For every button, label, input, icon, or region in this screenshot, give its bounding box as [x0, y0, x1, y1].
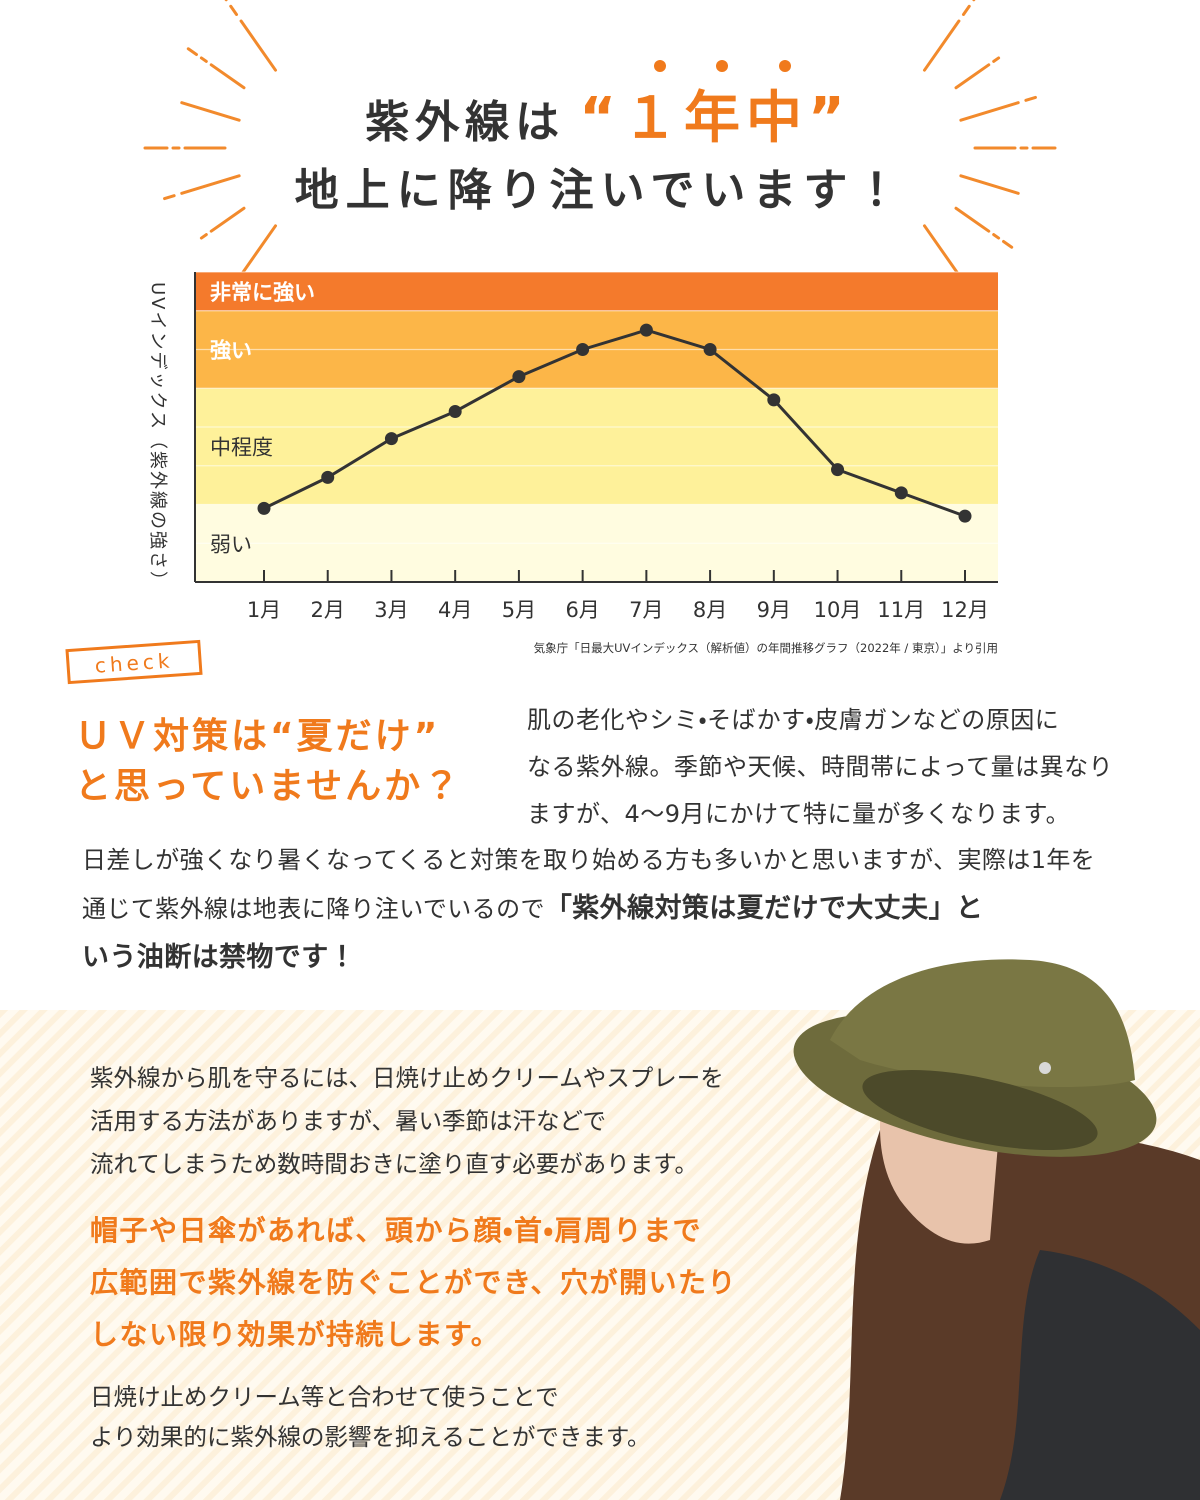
x-tick-label: 10月	[814, 598, 862, 622]
x-tick-label: 4月	[438, 598, 472, 622]
burst-line	[959, 174, 1026, 197]
uv-point	[448, 405, 462, 418]
note-bold: 「紫外線対策は夏だけで大丈夫」と	[545, 892, 983, 924]
note-text: 通じて紫外線は地表に降り注いでいるので	[82, 895, 545, 923]
note-line: 日差しが強くなり暑くなってくると対策を取り始める方も多いかと思いますが、実際は1…	[82, 846, 1095, 874]
check-text: ますが、4～9月にかけて特に量が多くなります。	[527, 800, 1070, 828]
x-tick-label: 1月	[247, 598, 281, 622]
headline-dots	[654, 60, 791, 72]
uv-point	[894, 486, 908, 500]
uv-band	[195, 272, 998, 311]
uv-point	[639, 323, 653, 337]
headline-line2: 地上に降り注いでいます！	[295, 165, 906, 216]
protect-outro: 日焼け止めクリーム等と合わせて使うことで	[90, 1383, 559, 1411]
protect-emphasis: 帽子や日傘があれば、頭から顔・首・肩周りまで	[90, 1214, 702, 1247]
check-badge-text: check	[94, 648, 174, 677]
chart-source: 気象庁「日最大UVインデックス（解析値）の年間推移グラフ（2022年 / 東京）…	[534, 641, 998, 655]
band-label: 非常に強い	[210, 280, 315, 304]
protect-intro: 活用する方法がありますが、暑い季節は汗などで	[90, 1107, 606, 1135]
uv-point	[958, 509, 972, 523]
x-tick-label: 9月	[757, 598, 791, 622]
x-tick-label: 3月	[374, 598, 408, 622]
uv-point	[512, 370, 526, 384]
uv-point	[321, 470, 335, 484]
uv-band	[195, 388, 998, 505]
protect-emphasis: しない限り効果が持続します。	[90, 1318, 500, 1351]
x-tick-label: 5月	[502, 598, 536, 622]
check-badge: check	[65, 639, 203, 685]
x-tick-label: 7月	[629, 598, 663, 622]
headline-text: 紫外線は	[365, 97, 565, 148]
check-text: なる紫外線。季節や天候、時間帯によって量は異なり	[527, 753, 1113, 781]
protect-emphasis: 広範囲で紫外線を防ぐことができ、穴が開いたり	[90, 1266, 737, 1299]
burst-line	[174, 99, 241, 122]
note-text: 日差しが強くなり暑くなってくると対策を取り始める方も多いかと思いますが、実際は1…	[82, 846, 1095, 874]
burst-line	[186, 47, 246, 90]
uv-point	[831, 463, 845, 477]
burst-line	[163, 174, 241, 201]
uv-point	[767, 393, 781, 407]
band-label: 弱い	[210, 532, 252, 556]
protect-intro: 紫外線から肌を守るには、日焼け止めクリームやスプレーを	[90, 1064, 724, 1092]
x-tick-label: 6月	[565, 598, 599, 622]
headline-line1: 紫外線は “１年中”	[365, 86, 851, 151]
note-line: いう油断は禁物です！	[82, 942, 356, 973]
person-photo	[793, 959, 1200, 1500]
x-tick-label: 2月	[311, 598, 345, 622]
burst-line	[196, 206, 246, 242]
check-text: 肌の老化やシミ・そばかす・皮膚ガンなどの原因に	[527, 706, 1059, 734]
uv-line	[263, 328, 966, 518]
check-heading: と思っていませんか？	[75, 766, 462, 807]
burst-line	[224, 0, 278, 72]
uv-point	[257, 501, 271, 515]
protect-intro: 流れてしまうため数時間おきに塗り直す必要があります。	[90, 1150, 698, 1178]
note-bold: いう油断は禁物です！	[82, 942, 356, 973]
burst-line	[954, 54, 1004, 90]
protect-outro: より効果的に紫外線の影響を抑えることができます。	[90, 1423, 650, 1451]
headline-emphasis: “１年中”	[579, 86, 851, 151]
burst-line	[954, 206, 1014, 249]
check-heading: ＵＶ対策は“夏だけ”	[75, 716, 440, 757]
uv-point	[703, 343, 717, 356]
burst-line	[959, 95, 1037, 122]
burst-line	[922, 0, 976, 72]
x-tick-label: 8月	[693, 598, 727, 622]
note-line: 通じて紫外線は地表に降り注いでいるので「紫外線対策は夏だけで大丈夫」と	[82, 892, 983, 924]
x-tick-label: 11月	[877, 598, 925, 622]
burst-decoration	[143, 0, 1057, 302]
band-label: 強い	[210, 339, 252, 363]
uv-point	[576, 343, 590, 356]
band-label: 中程度	[210, 435, 273, 459]
x-tick-label: 12月	[941, 598, 989, 622]
y-axis-label: UVインデックス（紫外線の強さ）	[147, 282, 168, 591]
check-badge-frame	[65, 639, 203, 685]
uv-point	[384, 432, 398, 446]
